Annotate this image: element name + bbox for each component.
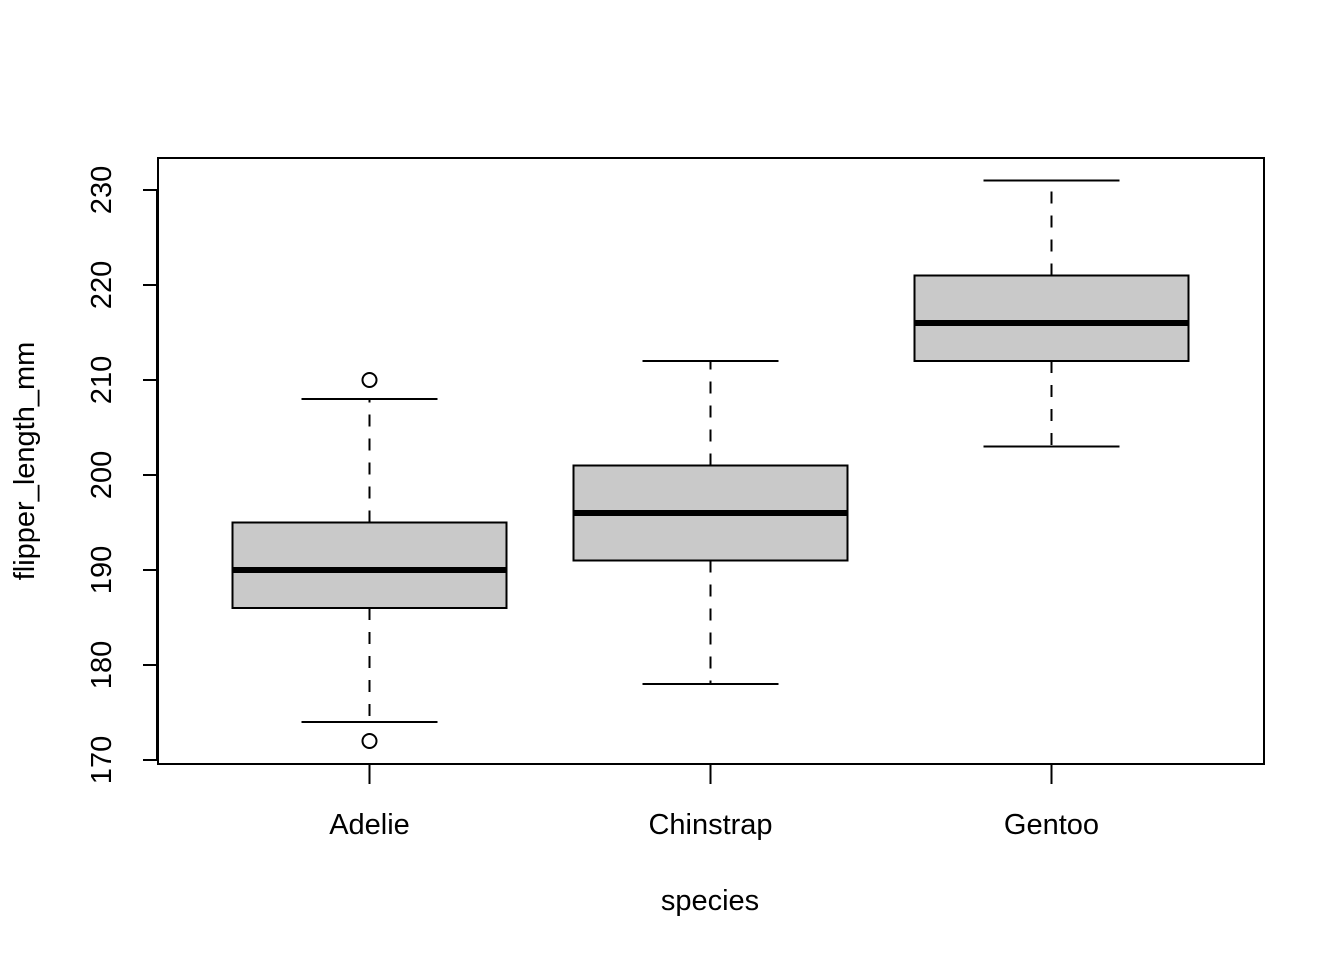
y-tick-label: 190 — [86, 546, 118, 594]
box-chinstrap — [572, 360, 849, 685]
box-adelie — [231, 372, 508, 749]
x-tick-label: Adelie — [329, 809, 410, 841]
x-axis-title: species — [661, 885, 759, 917]
x-tick-label: Chinstrap — [648, 809, 772, 841]
iqr-box — [231, 521, 508, 609]
y-tick-label: 220 — [86, 261, 118, 309]
x-tick-label: Gentoo — [1004, 809, 1099, 841]
y-tick-label: 210 — [86, 356, 118, 404]
x-axis: Adelie Chinstrap Gentoo — [329, 764, 1099, 841]
box-series — [231, 179, 1190, 749]
outlier-point — [361, 372, 378, 388]
y-axis: 170 180 190 200 210 220 230 — [86, 166, 158, 784]
y-axis-title: flipper_length_mm — [9, 342, 41, 581]
y-tick-label: 180 — [86, 641, 118, 689]
y-tick-label: 230 — [86, 166, 118, 214]
y-tick-label: 170 — [86, 736, 118, 784]
outlier-point — [361, 733, 378, 749]
box-gentoo — [913, 179, 1190, 448]
y-tick-label: 200 — [86, 451, 118, 499]
iqr-box — [913, 274, 1190, 362]
